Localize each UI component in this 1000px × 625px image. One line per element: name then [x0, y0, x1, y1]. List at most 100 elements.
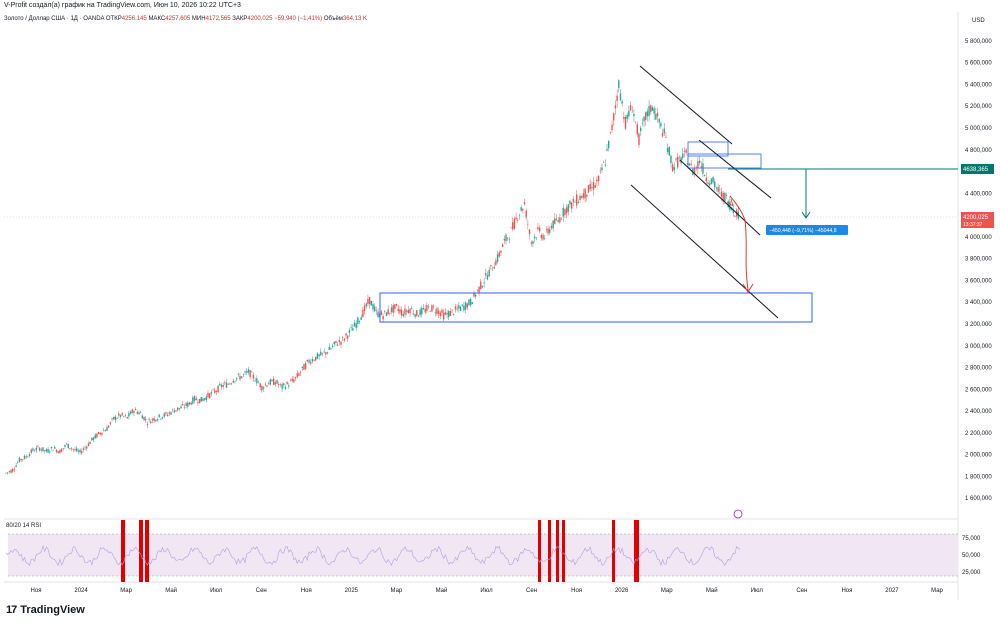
candle-body	[232, 380, 234, 383]
candle-body	[385, 312, 388, 317]
candle-body	[710, 178, 713, 184]
candle-body	[634, 121, 637, 123]
forecast-arrow[interactable]	[729, 195, 749, 291]
candle-body	[188, 402, 191, 405]
candle-body	[294, 377, 297, 379]
candle-body	[118, 413, 120, 416]
candle-body	[576, 194, 578, 206]
candle-body	[12, 469, 14, 472]
candle-body	[86, 446, 88, 449]
candle-body	[229, 383, 231, 385]
candle-body	[532, 241, 534, 244]
candle-body	[325, 352, 327, 355]
low-label: МИН	[191, 16, 206, 22]
symbol-name[interactable]: Золото / Доллар США · 1Д · OANDA	[4, 16, 105, 22]
candle-body	[153, 418, 155, 421]
candle-body	[352, 328, 354, 331]
candle-body	[279, 383, 282, 385]
candle-body	[719, 189, 721, 191]
candle-body	[372, 304, 374, 310]
candle-body	[671, 164, 674, 172]
candle-body	[604, 164, 607, 166]
candle-body	[40, 449, 43, 451]
candle-body	[437, 310, 440, 314]
resistance-box-upper[interactable]	[687, 141, 729, 157]
candle-body	[540, 235, 543, 239]
candle-body	[705, 177, 708, 181]
candle-body	[621, 101, 623, 104]
candle-body	[160, 418, 162, 420]
candle-body	[515, 217, 517, 220]
candle-body	[626, 114, 628, 119]
inner-channel-bottom-line[interactable]	[679, 159, 761, 236]
candle-body	[592, 182, 595, 190]
candle-body	[284, 386, 287, 389]
high-label: МАКС	[148, 16, 166, 22]
candle-body	[468, 299, 470, 305]
candle-body	[688, 163, 691, 166]
candle-body	[628, 110, 630, 117]
candle-body	[306, 359, 309, 362]
tradingview-logo[interactable]: 17 TradingView	[6, 604, 85, 616]
candle-body	[262, 387, 265, 389]
candle-body	[508, 239, 511, 240]
consolidation-box[interactable]	[379, 292, 813, 323]
event-marker-icon[interactable]	[733, 509, 743, 519]
candle-body	[665, 136, 667, 138]
candle-body	[555, 218, 558, 220]
candle-body	[183, 406, 186, 408]
candle-body	[272, 378, 275, 385]
candle-body	[363, 305, 366, 311]
candle-body	[145, 418, 147, 421]
candle-body	[246, 371, 248, 373]
candle-body	[289, 380, 292, 382]
candle-body	[288, 385, 290, 387]
candle-body	[360, 317, 362, 321]
candle-body	[631, 111, 633, 113]
candle-body	[193, 396, 196, 401]
candle-body	[682, 153, 684, 158]
candle-body	[52, 449, 54, 451]
candle-body	[116, 418, 118, 419]
channel-top-line[interactable]	[639, 65, 733, 145]
candle-body	[439, 312, 442, 316]
candle-body	[316, 353, 319, 359]
candle-body	[318, 354, 320, 357]
candle-body	[483, 282, 485, 284]
candle-body	[207, 392, 209, 398]
candle-body	[577, 202, 580, 203]
candle-body	[32, 448, 34, 451]
candle-body	[458, 305, 460, 309]
candle-body	[490, 265, 492, 267]
candle-body	[17, 462, 19, 463]
time-tick-label: Сен	[526, 588, 537, 594]
candle-body	[249, 370, 251, 378]
candle-body	[616, 95, 618, 102]
price-tick-label: 2 200,000	[965, 431, 992, 437]
candle-body	[197, 402, 199, 403]
candle-body	[564, 209, 566, 215]
candle-body	[655, 113, 657, 120]
candle-body	[30, 449, 32, 453]
low-value: 4172,565	[205, 16, 231, 22]
candle-body	[560, 218, 563, 220]
candle-body	[303, 364, 305, 370]
candle-body	[645, 112, 647, 120]
candle-body	[136, 411, 139, 414]
candle-body	[60, 449, 63, 452]
price-tick-label: 2 400,000	[965, 409, 992, 415]
candle-body	[192, 397, 194, 404]
channel-bottom-line[interactable]	[630, 184, 779, 319]
resistance-box-lower[interactable]	[687, 153, 762, 169]
candle-body	[432, 306, 435, 308]
candle-body	[456, 308, 458, 310]
candle-body	[165, 412, 167, 414]
candle-body	[405, 310, 408, 312]
currency-label: USD	[972, 18, 985, 24]
candle-body	[513, 218, 516, 229]
candle-body	[166, 414, 169, 416]
candle-body	[215, 390, 218, 392]
measure-tag[interactable]	[766, 225, 848, 235]
candle-body	[589, 183, 591, 190]
